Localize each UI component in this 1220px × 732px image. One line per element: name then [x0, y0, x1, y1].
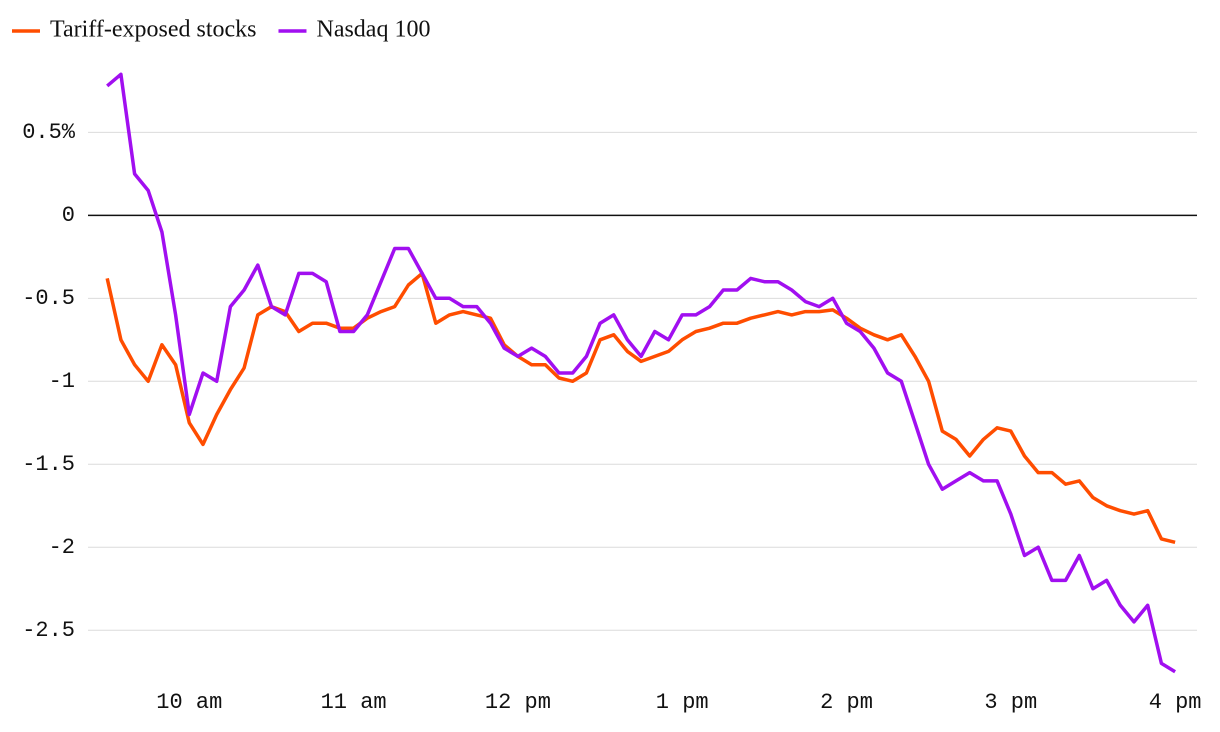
x-tick-label: 1 pm [656, 690, 709, 715]
y-tick-label: 0 [62, 203, 75, 228]
y-tick-label: 0.5% [22, 120, 76, 145]
x-tick-label: 2 pm [820, 690, 873, 715]
y-tick-label: -2.5 [22, 618, 75, 643]
y-tick-label: -0.5 [22, 286, 75, 311]
x-tick-label: 12 pm [485, 690, 551, 715]
y-tick-label: -1.5 [22, 452, 75, 477]
x-tick-label: 3 pm [984, 690, 1037, 715]
legend-label: Nasdaq 100 [316, 17, 430, 43]
y-tick-label: -2 [49, 535, 75, 560]
x-tick-label: 10 am [156, 690, 222, 715]
x-tick-label: 11 am [321, 690, 387, 715]
legend-label: Tariff-exposed stocks [50, 17, 256, 43]
series-line [106, 72, 1177, 674]
x-tick-label: 4 pm [1149, 690, 1202, 715]
y-tick-label: -1 [49, 369, 75, 394]
series-line [105, 271, 1176, 544]
